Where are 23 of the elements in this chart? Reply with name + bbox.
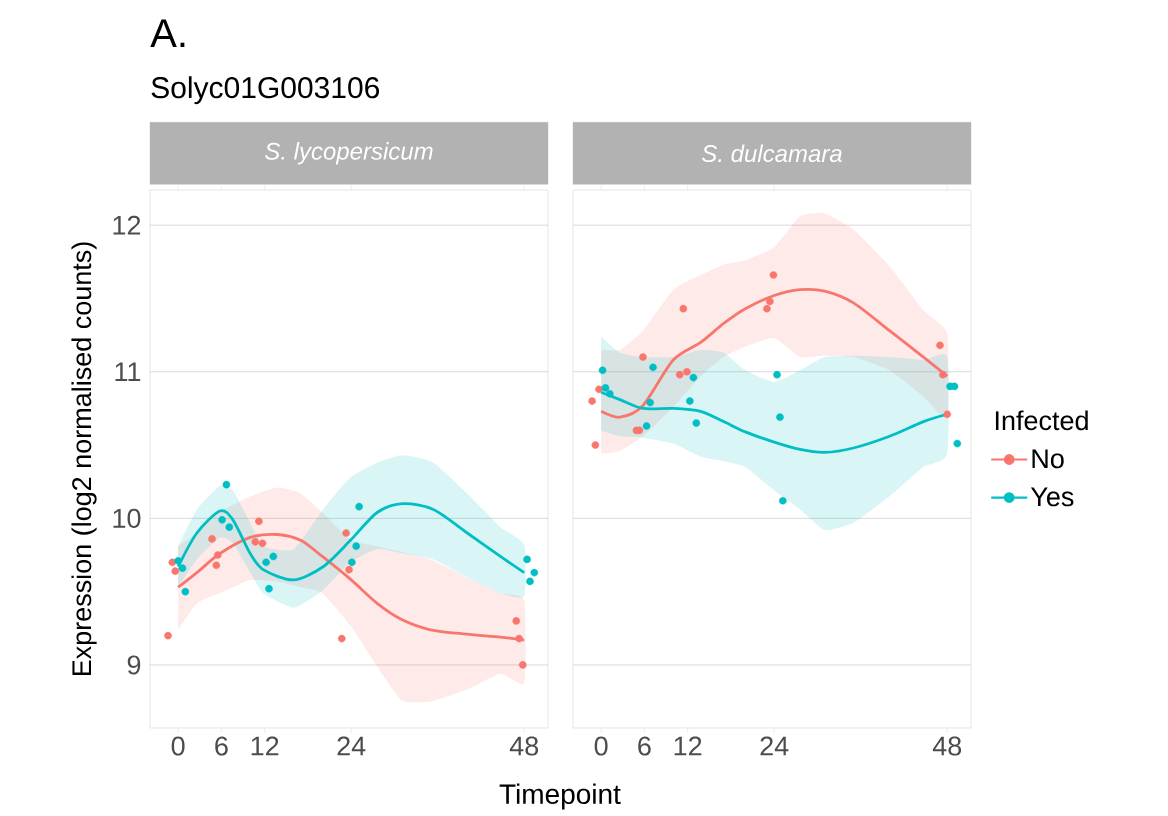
x-axis-title: Timepoint (499, 783, 621, 810)
y-tick-label: 10 (113, 508, 141, 528)
y-tick-label: 9 (127, 655, 141, 675)
legend-label: Yes (1030, 487, 1074, 507)
text: A. (150, 19, 185, 47)
x-tick-label: 6 (215, 736, 228, 756)
x-tick-label: 24 (760, 736, 789, 756)
x-tick-label: 48 (509, 736, 539, 756)
chart-title: S. dulcamara (702, 144, 842, 163)
x-tick-label: 12 (251, 736, 279, 756)
x-tick-label: 12 (674, 736, 702, 756)
legend-title: Infected (995, 410, 1088, 431)
x-tick-label: 0 (594, 736, 608, 756)
y-axis-title: Expression (log2 normalised counts) (71, 242, 97, 676)
text: Solyc01G003106 (151, 76, 380, 105)
chart-title: S. lycopersicum (265, 142, 433, 165)
x-tick-label: 6 (638, 736, 651, 756)
y-tick-label: 12 (113, 215, 141, 235)
x-tick-label: 0 (171, 736, 185, 756)
legend-label: No (1032, 449, 1064, 469)
y-tick-label: 11 (115, 362, 141, 382)
x-tick-label: 48 (932, 736, 962, 756)
x-tick-label: 24 (337, 736, 366, 756)
